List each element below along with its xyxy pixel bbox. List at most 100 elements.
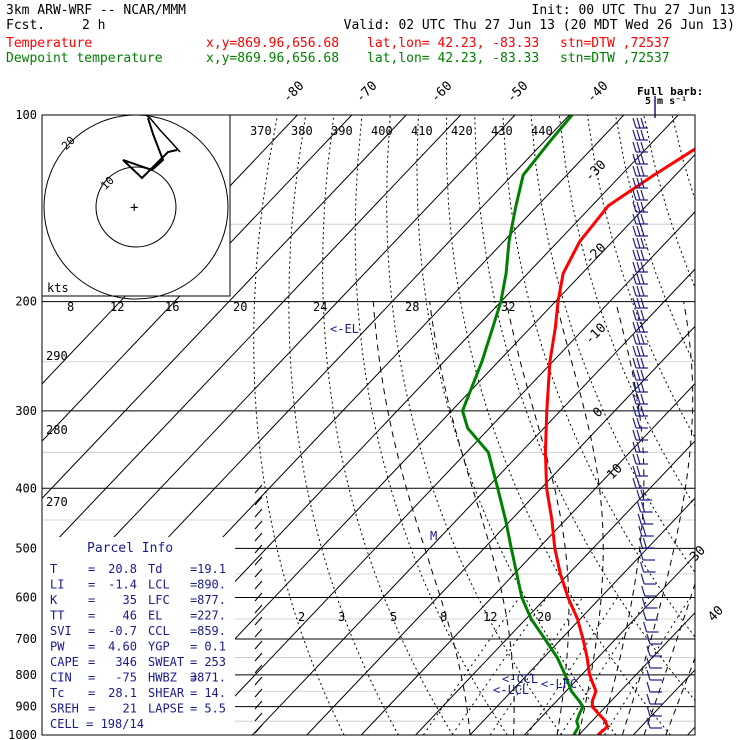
mixing-ratio-label-low: 5 — [390, 610, 397, 624]
temperature-latlon: lat,lon= 42.23, -83.33 — [367, 36, 540, 51]
lfc-marker: <-LFC — [541, 677, 577, 691]
parcel-value: 859. — [197, 624, 226, 638]
wind-barb — [632, 405, 648, 417]
grid-tick — [254, 724, 263, 734]
dewpoint-station: stn=DTW ,72537 — [560, 51, 670, 66]
wind-barb-flag — [640, 309, 645, 321]
dry-adiabat — [288, 115, 399, 735]
isotherm — [306, 325, 695, 735]
wind-barb-flag — [632, 405, 637, 417]
isotherm-label-top: -50 — [504, 79, 531, 106]
isotherm-label-top: -80 — [280, 79, 307, 106]
parcel-equals: = — [88, 655, 95, 669]
hodograph-ring-10 — [95, 166, 177, 248]
wind-barb-flag — [636, 225, 641, 237]
parcel-label: LFC — [148, 593, 170, 607]
wind-barb — [632, 309, 648, 321]
temperature-xy: x,y=869.96,656.68 — [206, 36, 340, 51]
wind-barb — [632, 477, 648, 489]
wind-barb — [639, 549, 655, 561]
wind-barb-flag — [636, 417, 641, 429]
wind-barb-flag — [643, 621, 648, 633]
parcel-label: SVI — [50, 624, 72, 638]
wind-barb-flag — [637, 501, 642, 513]
dry-adiabat — [386, 115, 563, 735]
pressure-label-800: 800 — [15, 668, 37, 682]
parcel-label: CCL — [148, 624, 170, 638]
wind-barb-flag — [636, 453, 641, 465]
parcel-value: 346 — [115, 655, 137, 669]
moist-adiabat — [555, 301, 604, 735]
wind-barb-flag — [632, 237, 637, 249]
parcel-equals: = — [190, 640, 197, 654]
mixing-ratio-line — [489, 597, 584, 735]
wind-barb-flag — [632, 309, 637, 321]
wind-barb-flag — [632, 249, 637, 261]
wind-barb-flag — [636, 333, 641, 345]
parcel-cell: CELL = 198/14 — [50, 717, 144, 731]
wind-barb-flag — [632, 201, 637, 213]
parcel-value: 5.5 — [204, 702, 226, 716]
parcel-value: -0.7 — [108, 624, 137, 638]
dry-adiabat — [474, 115, 695, 702]
init-time: Init: 00 UTC Thu 27 Jun 13 — [531, 3, 736, 18]
wind-barb-flag — [640, 405, 645, 417]
theta-label-top: 440 — [531, 124, 553, 138]
dry-adiabat — [586, 115, 695, 439]
dewpoint-latlon: lat,lon= 42.23, -83.33 — [367, 51, 540, 66]
wind-barb-flag — [632, 177, 637, 189]
mixing-ratio-label: 20 — [233, 300, 247, 314]
wind-barb — [640, 561, 656, 573]
valid-time: Valid: 02 UTC Thu 27 Jun 13 (20 MDT Wed … — [343, 18, 735, 33]
wind-barb-flag — [640, 489, 645, 501]
model-title: 3km ARW-WRF -- NCAR/MMM — [6, 3, 187, 18]
wind-barb — [632, 225, 648, 237]
wind-barb-flag — [636, 141, 641, 153]
wind-barb-flag — [640, 369, 645, 381]
mixing-ratio-label: 32 — [501, 300, 515, 314]
pressure-label-100: 100 — [15, 108, 37, 122]
wind-barb — [632, 129, 648, 141]
wind-barb — [646, 693, 662, 705]
wind-barb-flag — [640, 393, 645, 405]
wind-barb — [632, 237, 648, 249]
wind-barb — [632, 285, 648, 297]
wind-barb-flag — [640, 153, 645, 165]
wind-barb — [632, 153, 648, 165]
wind-barb-flag — [632, 465, 637, 477]
temperature-profile — [543, 147, 695, 735]
wind-barb — [632, 417, 648, 429]
isotherm-label-top: -70 — [353, 79, 380, 106]
parcel-equals: = — [88, 686, 95, 700]
parcel-equals: = — [88, 578, 95, 592]
wind-barb-flag — [632, 297, 637, 309]
wind-barb-flag — [640, 561, 645, 573]
wind-barb-flag — [640, 285, 645, 297]
isotherm — [360, 382, 695, 735]
wind-barb-flag — [638, 537, 643, 549]
parcel-equals: = — [190, 702, 197, 716]
parcel-equals: = — [190, 593, 197, 607]
hodograph-trace — [122, 117, 178, 180]
wind-barb — [632, 273, 648, 285]
hodograph-center-mark: + — [130, 200, 138, 216]
wind-barb — [632, 213, 648, 225]
wind-barb — [632, 321, 648, 333]
hodograph-units: kts — [47, 281, 69, 295]
parcel-label: HWBZ — [148, 671, 177, 685]
parcel-value: 890. — [197, 578, 226, 592]
parcel-value: 877. — [197, 593, 226, 607]
wind-barb — [638, 525, 654, 537]
mixing-ratio-label-low: 8 — [440, 610, 447, 624]
theta-label-left: 280 — [46, 423, 68, 437]
wind-barb-flag — [636, 249, 641, 261]
plot-frame — [41, 114, 696, 736]
wind-barb-flag — [636, 441, 641, 453]
isotherm — [42, 115, 407, 500]
parcel-equals: = — [88, 624, 95, 638]
wind-barb-flag — [632, 453, 637, 465]
wind-barb-flag — [636, 345, 641, 357]
parcel-value: 46 — [123, 609, 137, 623]
parcel-label: SHEAR — [148, 686, 185, 700]
wind-barb-flag — [636, 165, 641, 177]
